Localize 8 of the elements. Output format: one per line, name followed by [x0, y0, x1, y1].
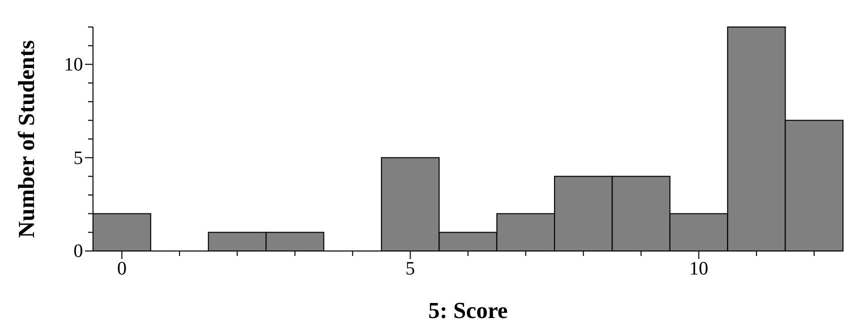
x-tick-label: 0 [117, 258, 127, 280]
x-tick-label: 5 [406, 258, 416, 280]
x-axis-title: 5: Score [428, 298, 508, 323]
y-tick-label: 10 [64, 54, 83, 76]
x-tick-label: 10 [689, 258, 708, 280]
y-axis-title: Number of Students [14, 40, 39, 238]
y-tick-label: 5 [74, 148, 83, 169]
y-tick-label: 0 [74, 241, 83, 262]
